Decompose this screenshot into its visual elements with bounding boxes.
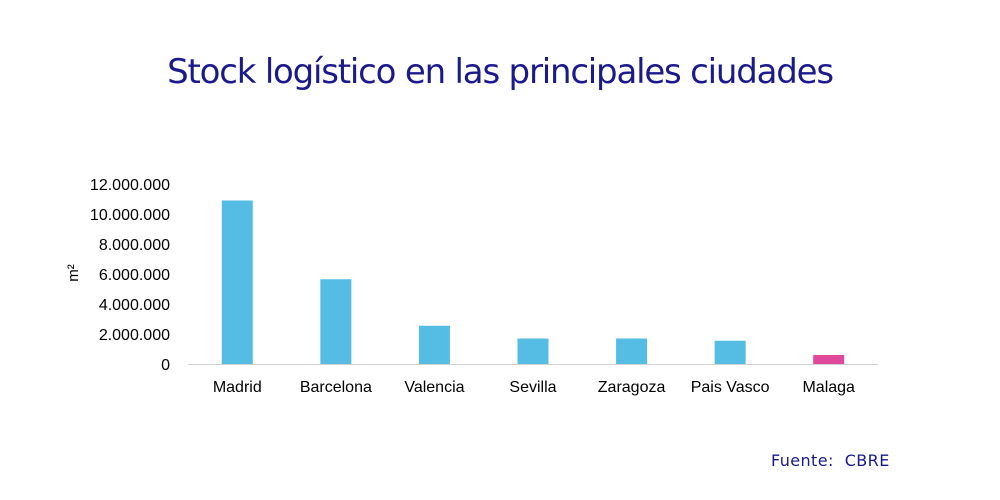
y-axis-ticks: 0 2.000.000 4.000.000 6.000.000 8.000.000 10.… xyxy=(90,177,170,374)
bars xyxy=(221,200,845,364)
chart-title: Stock logístico en las principales ciuda… xyxy=(167,52,834,92)
bar-sevilla xyxy=(517,338,549,364)
x-tick-label: Madrid xyxy=(213,379,262,396)
source-note: Fuente: CBRE xyxy=(771,451,890,470)
x-tick-label: Barcelona xyxy=(300,379,372,396)
y-tick-label: 6.000.000 xyxy=(99,267,170,284)
x-tick-label: Zaragoza xyxy=(598,379,666,396)
bar-pais-vasco xyxy=(714,340,746,364)
bar-barcelona xyxy=(320,279,352,364)
y-tick-label: 4.000.000 xyxy=(99,297,170,314)
y-tick-label: 2.000.000 xyxy=(99,327,170,344)
bar-zaragoza xyxy=(616,338,648,364)
x-tick-label: Sevilla xyxy=(509,379,556,396)
y-tick-label: 12.000.000 xyxy=(90,177,170,194)
x-tick-label: Malaga xyxy=(802,379,855,396)
x-tick-label: Valencia xyxy=(404,379,464,396)
y-axis-label: m² xyxy=(65,264,82,282)
bar-malaga xyxy=(813,355,845,364)
y-tick-label: 0 xyxy=(161,357,170,374)
category-labels: Madrid Barcelona Valencia Sevilla Zaragoza Pa… xyxy=(213,379,855,396)
bar-valencia xyxy=(418,325,450,364)
bar-madrid xyxy=(221,200,253,364)
y-tick-label: 8.000.000 xyxy=(99,237,170,254)
y-tick-label: 10.000.000 xyxy=(90,207,170,224)
x-tick-label: Pais Vasco xyxy=(691,379,770,396)
